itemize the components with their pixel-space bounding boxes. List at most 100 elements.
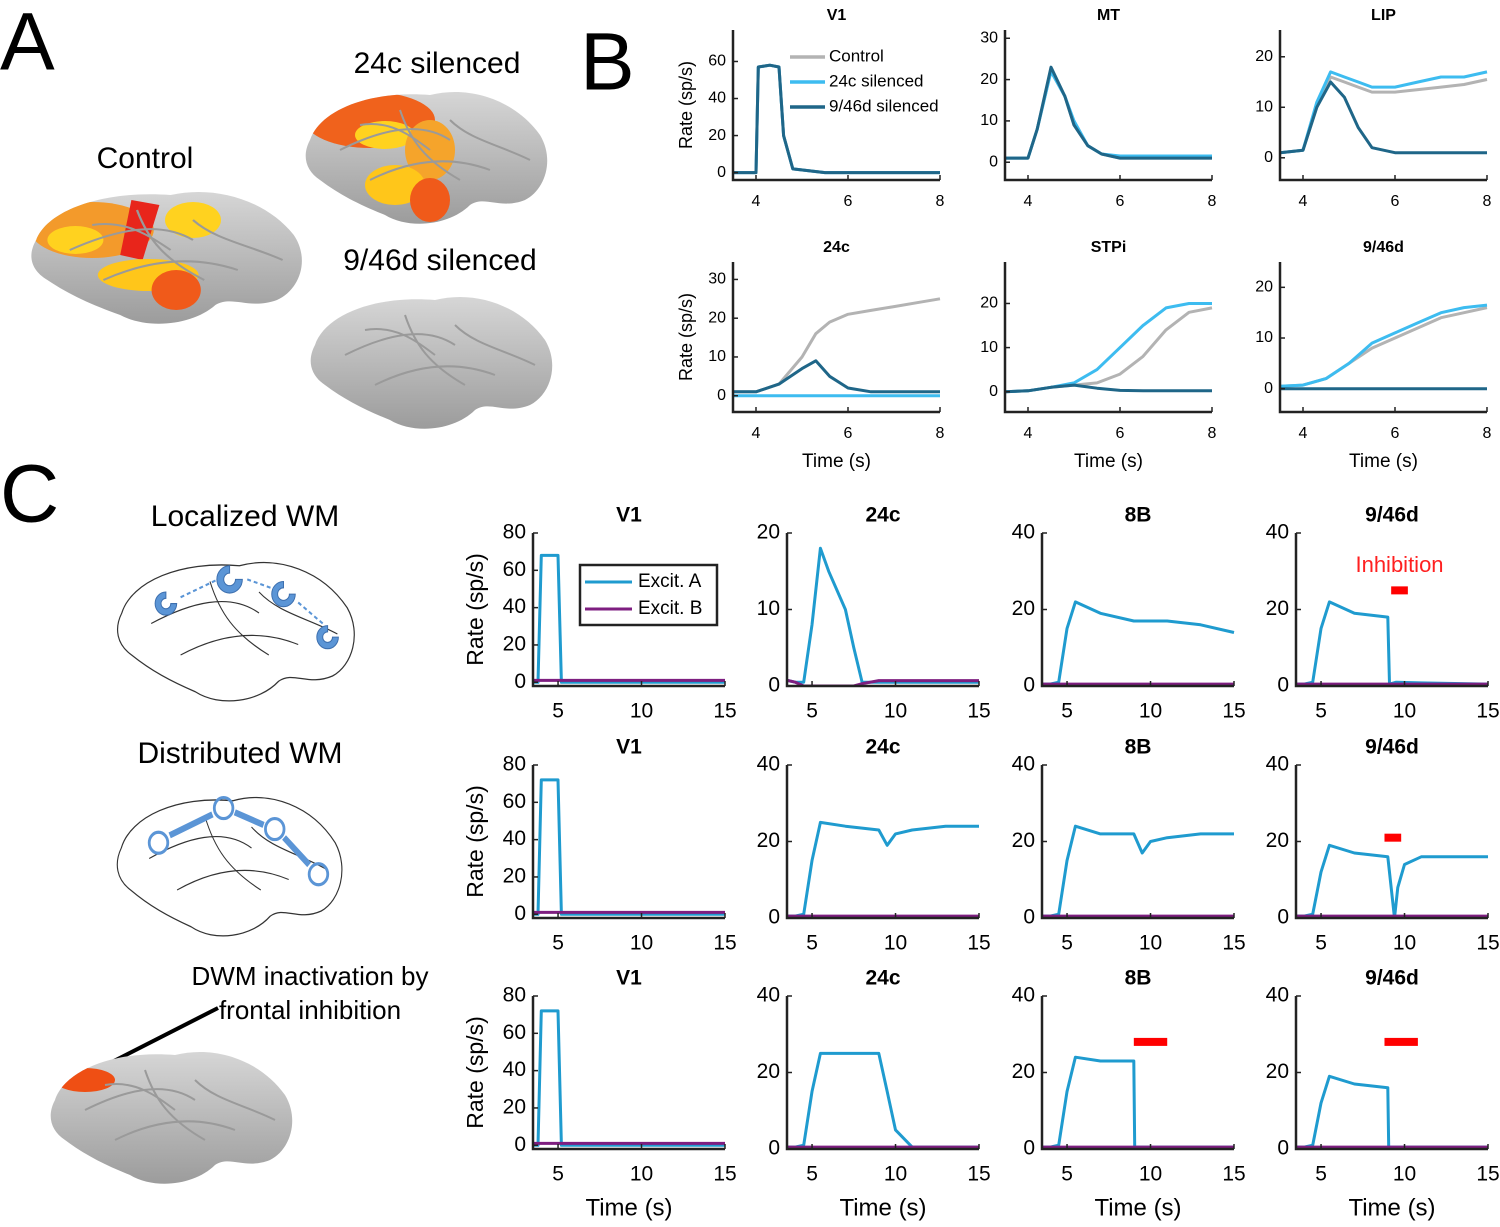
y-tick-label: 40 bbox=[503, 1058, 526, 1081]
y-axis-label: Rate (sp/s) bbox=[676, 293, 696, 381]
y-tick-label: 20 bbox=[757, 829, 780, 852]
y-tick-label: 0 bbox=[989, 153, 998, 170]
axis-spine bbox=[1278, 262, 1487, 414]
subplot: 0 20 40 5 10 15 8B bbox=[1012, 504, 1246, 723]
panel-label: B bbox=[580, 17, 635, 108]
series-line bbox=[787, 678, 979, 686]
x-tick-label: 8 bbox=[1208, 193, 1217, 210]
legend-label: Excit. A bbox=[638, 571, 702, 592]
x-tick-label: 6 bbox=[1116, 425, 1125, 442]
x-tick-label: 5 bbox=[1315, 932, 1327, 955]
subplot-title: 9/46d bbox=[1365, 967, 1419, 990]
inactivation-label: DWM inactivation by bbox=[192, 961, 429, 991]
brain-inactivated bbox=[50, 1051, 293, 1184]
x-tick-label: 5 bbox=[1315, 1163, 1327, 1186]
y-tick-label: 20 bbox=[503, 864, 526, 887]
subplot-title: 24c bbox=[865, 736, 900, 759]
y-tick-label: 40 bbox=[1012, 753, 1035, 776]
y-tick-label: 10 bbox=[1255, 329, 1273, 346]
y-tick-label: 60 bbox=[503, 558, 526, 581]
subplot-title: 24c bbox=[823, 239, 850, 256]
series-line bbox=[1042, 600, 1235, 686]
brain-9-46d-silenced bbox=[310, 296, 553, 429]
y-tick-label: 40 bbox=[708, 90, 726, 107]
x-tick-label: 4 bbox=[1299, 193, 1308, 210]
x-tick-label: 5 bbox=[1061, 700, 1073, 723]
y-tick-label: 60 bbox=[503, 1021, 526, 1044]
subplot-title: 24c bbox=[865, 504, 900, 527]
x-tick-label: 4 bbox=[752, 425, 761, 442]
y-tick-label: 20 bbox=[1266, 597, 1289, 620]
y-tick-label: 20 bbox=[1266, 829, 1289, 852]
y-tick-label: 80 bbox=[503, 984, 526, 1007]
x-tick-label: 10 bbox=[1139, 1163, 1162, 1186]
series-line bbox=[533, 1009, 725, 1147]
series-line bbox=[1296, 600, 1489, 686]
y-tick-label: 0 bbox=[1264, 380, 1273, 397]
y-tick-label: 0 bbox=[717, 164, 726, 181]
subplot: 0 10 20 4 6 8 STPi Time (s) bbox=[980, 239, 1216, 472]
y-tick-label: 0 bbox=[514, 670, 526, 693]
x-axis-label: Time (s) bbox=[1349, 451, 1418, 472]
y-axis-label: Rate (sp/s) bbox=[462, 1016, 488, 1128]
series-line bbox=[1280, 80, 1487, 155]
x-tick-label: 6 bbox=[1391, 193, 1400, 210]
pointer-line bbox=[111, 1006, 219, 1064]
y-tick-label: 40 bbox=[1012, 984, 1035, 1007]
y-tick-label: 10 bbox=[708, 348, 726, 365]
brain-24c-silenced bbox=[305, 91, 548, 224]
series-line bbox=[733, 297, 941, 394]
x-tick-label: 6 bbox=[1391, 425, 1400, 442]
x-tick-label: 15 bbox=[1222, 700, 1245, 723]
x-tick-label: 5 bbox=[1061, 932, 1073, 955]
subplot: 0 10 20 30 4 6 8 24c Rate (sp/s) Time (s) bbox=[676, 239, 945, 472]
series-line bbox=[1296, 843, 1488, 918]
x-axis-label: Time (s) bbox=[585, 1194, 672, 1221]
subplot-title: V1 bbox=[616, 967, 642, 990]
brain-label: 24c silenced bbox=[354, 47, 521, 80]
subplot: 0 20 40 5 10 15 9/46d Inhibition bbox=[1266, 504, 1500, 723]
subplot: 0 20 40 5 10 15 8B bbox=[1012, 736, 1246, 955]
y-tick-label: 20 bbox=[980, 295, 998, 312]
x-tick-label: 10 bbox=[884, 932, 907, 955]
schematic-label: Localized WM bbox=[151, 500, 339, 533]
subplot: 0 20 40 5 10 15 24c bbox=[757, 736, 991, 955]
x-tick-label: 8 bbox=[1208, 425, 1217, 442]
series-line bbox=[733, 359, 940, 394]
x-tick-label: 5 bbox=[1315, 700, 1327, 723]
y-tick-label: 60 bbox=[708, 53, 726, 70]
y-tick-label: 20 bbox=[503, 1095, 526, 1118]
series-line bbox=[1042, 824, 1234, 918]
x-tick-label: 5 bbox=[552, 1163, 564, 1186]
x-tick-label: 15 bbox=[713, 932, 736, 955]
y-axis-label: Rate (sp/s) bbox=[462, 553, 488, 665]
subplot-title: V1 bbox=[616, 504, 642, 527]
y-tick-label: 40 bbox=[757, 753, 780, 776]
series-line bbox=[1042, 1055, 1234, 1149]
subplot: 0 20 40 60 80 5 10 15 V1 Rate (sp/s) Time (s) bbox=[462, 967, 737, 1222]
x-tick-label: 10 bbox=[884, 700, 907, 723]
x-tick-label: 10 bbox=[1139, 700, 1162, 723]
series-line bbox=[787, 1051, 979, 1149]
schematic-localized bbox=[116, 561, 355, 702]
x-tick-label: 4 bbox=[1024, 425, 1033, 442]
axis-spine bbox=[731, 30, 940, 182]
x-tick-label: 10 bbox=[1393, 1163, 1416, 1186]
y-tick-label: 10 bbox=[980, 339, 998, 356]
brain-label: Control bbox=[97, 142, 194, 175]
panel-label: A bbox=[0, 0, 55, 88]
axis-spine bbox=[785, 533, 979, 688]
subplot-title: 9/46d bbox=[1365, 504, 1419, 527]
x-tick-label: 10 bbox=[1139, 932, 1162, 955]
x-axis-label: Time (s) bbox=[802, 451, 871, 472]
series-line bbox=[1005, 383, 1212, 394]
panel-label: C bbox=[0, 449, 59, 540]
brain-control bbox=[31, 191, 302, 324]
x-tick-label: 5 bbox=[806, 700, 818, 723]
x-tick-label: 5 bbox=[806, 932, 818, 955]
subplot: 0 20 40 5 10 15 8B Time (s) bbox=[1012, 967, 1246, 1222]
y-tick-label: 20 bbox=[708, 309, 726, 326]
x-tick-label: 8 bbox=[936, 193, 945, 210]
annotation: Inhibition bbox=[1355, 552, 1443, 577]
axis-spine bbox=[531, 996, 725, 1151]
